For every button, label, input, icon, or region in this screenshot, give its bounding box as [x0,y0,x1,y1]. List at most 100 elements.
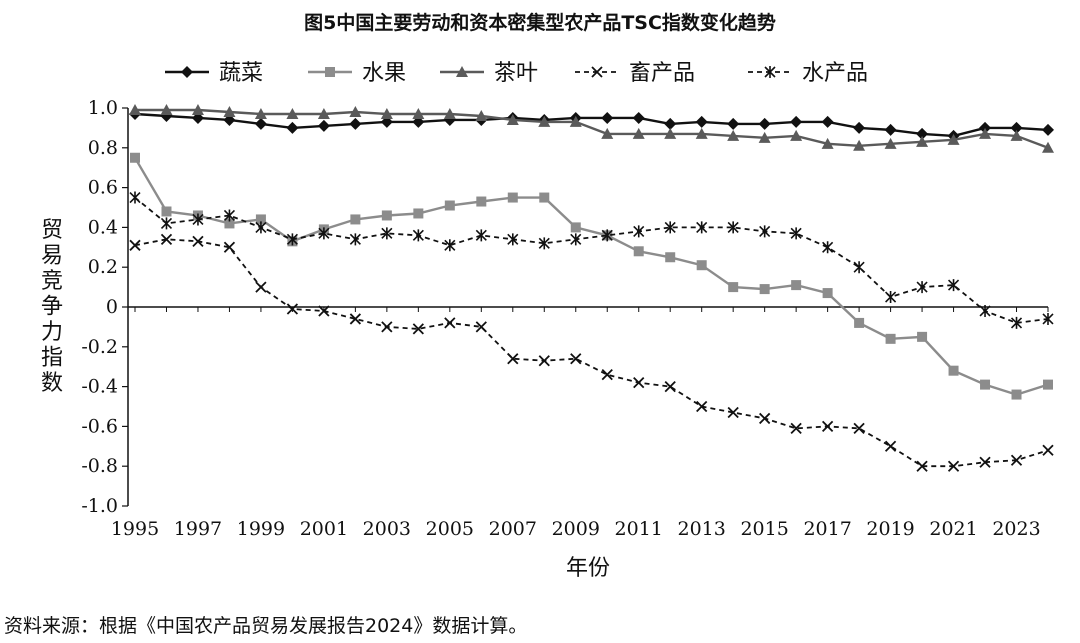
data-point [286,121,299,134]
data-point [853,422,865,435]
data-point [181,66,193,78]
data-point [764,66,776,78]
x-tick-label: 2007 [489,518,537,540]
legend-item-3: 茶叶 [440,61,538,86]
data-point [759,284,770,295]
data-point [664,221,676,234]
data-point [381,210,392,221]
y-tick-label: 0.6 [88,177,118,199]
data-point [695,127,708,139]
data-point [350,214,361,225]
x-tick-label: 2003 [363,518,411,540]
data-point [413,208,424,219]
data-point [254,117,267,130]
data-point [854,317,865,328]
data-point [1042,444,1054,456]
series-5 [129,191,1054,329]
data-point [853,139,866,151]
data-point [665,252,676,263]
data-point [695,115,708,128]
data-point [160,233,173,245]
data-point [916,281,928,294]
data-point [286,107,299,119]
tsc-line-chart: 蔬菜 水果 茶叶 畜产品 水产品 1.0 0.8 0.6 0.4 0.2 0 -0.2 -0.4 -0.… [41,61,1054,581]
data-point [444,317,456,329]
data-point [456,66,468,77]
series-line [135,108,1049,149]
data-point [980,379,991,390]
legend-item-4: 畜产品 [575,61,695,86]
data-point [192,235,204,247]
data-point [444,239,456,252]
source-note: 资料来源：根据《中国农产品贸易发展报告2024》数据计算。 [4,615,528,637]
series-2 [130,152,1053,400]
y-axis-title-char: 力 [41,320,63,345]
data-point [160,217,173,230]
x-tick-label: 2001 [300,518,348,540]
series-line [134,112,1049,138]
y-tick-label: -0.8 [81,455,118,477]
data-point [538,237,550,250]
data-point [884,137,897,149]
x-tick-label: 2009 [552,518,600,540]
data-point [286,303,299,315]
data-point [758,131,771,143]
data-point [979,456,991,468]
data-point [1042,123,1054,136]
data-point [318,305,330,317]
y-axis-title-char: 争 [41,295,63,320]
data-point [443,107,456,119]
data-point [538,355,550,367]
data-point [192,213,204,226]
data-point [1011,389,1022,400]
data-point [412,107,425,119]
data-point [569,115,582,127]
series-line [134,196,1049,324]
y-tick-label: 0.4 [88,216,118,238]
legend-item-2: 水果 [308,61,406,86]
data-point [476,196,487,207]
data-point [696,221,708,234]
data-point [160,103,173,115]
data-point [223,105,236,117]
data-point [475,321,487,333]
data-point [790,129,803,141]
y-axis-title-char: 竞 [41,269,63,294]
data-point [223,209,236,222]
data-point [696,260,707,271]
data-point [507,192,518,203]
data-point [325,67,335,77]
legend-item-1: 蔬菜 [165,61,263,86]
data-point [349,313,362,325]
data-point [790,422,802,435]
data-point [1010,129,1023,141]
data-point [286,233,298,246]
data-point [317,119,330,132]
data-point [161,206,172,217]
legend-label: 茶叶 [494,61,538,86]
data-point [664,117,677,130]
x-tick-label: 2017 [803,518,851,540]
data-point [821,115,834,128]
data-point [412,323,424,335]
data-point [822,241,834,254]
x-tick-label: 2021 [929,518,977,540]
y-tick-label: 1.0 [88,97,118,119]
data-point [728,282,739,293]
data-point [318,227,330,240]
data-point [539,192,550,203]
data-point [223,241,236,253]
data-point [601,111,614,124]
data-point [979,304,991,317]
x-tick-label: 2019 [866,518,914,540]
data-point [130,152,140,163]
data-point [885,291,897,304]
data-point [1042,312,1054,325]
x-tick-label: 1995 [111,518,159,540]
data-point [507,353,519,365]
data-point [412,229,424,242]
data-point [916,460,928,472]
chart-series-layer [129,103,1054,472]
chart-axes: 1.0 0.8 0.6 0.4 0.2 0 -0.2 -0.4 -0.6 -0.8 -1.01995… [41,97,1049,581]
legend-label: 蔬菜 [219,61,263,86]
